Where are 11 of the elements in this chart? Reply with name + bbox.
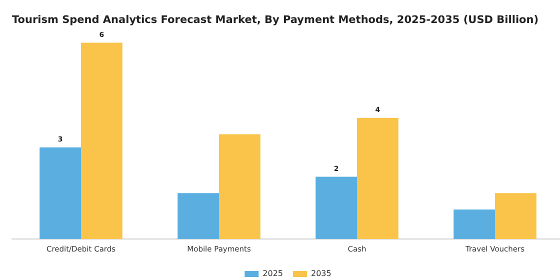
bar <box>81 42 122 239</box>
bar <box>495 193 536 239</box>
bar <box>178 193 219 239</box>
legend-label: 2035 <box>311 269 332 278</box>
legend-label: 2025 <box>262 269 283 278</box>
bar <box>454 210 495 239</box>
chart-title: Tourism Spend Analytics Forecast Market, By Payment Methods, 2025-2035 (USD Billion) <box>12 14 539 26</box>
bar <box>357 118 398 239</box>
bar <box>219 134 260 239</box>
bar <box>40 147 81 239</box>
bar <box>316 176 357 239</box>
